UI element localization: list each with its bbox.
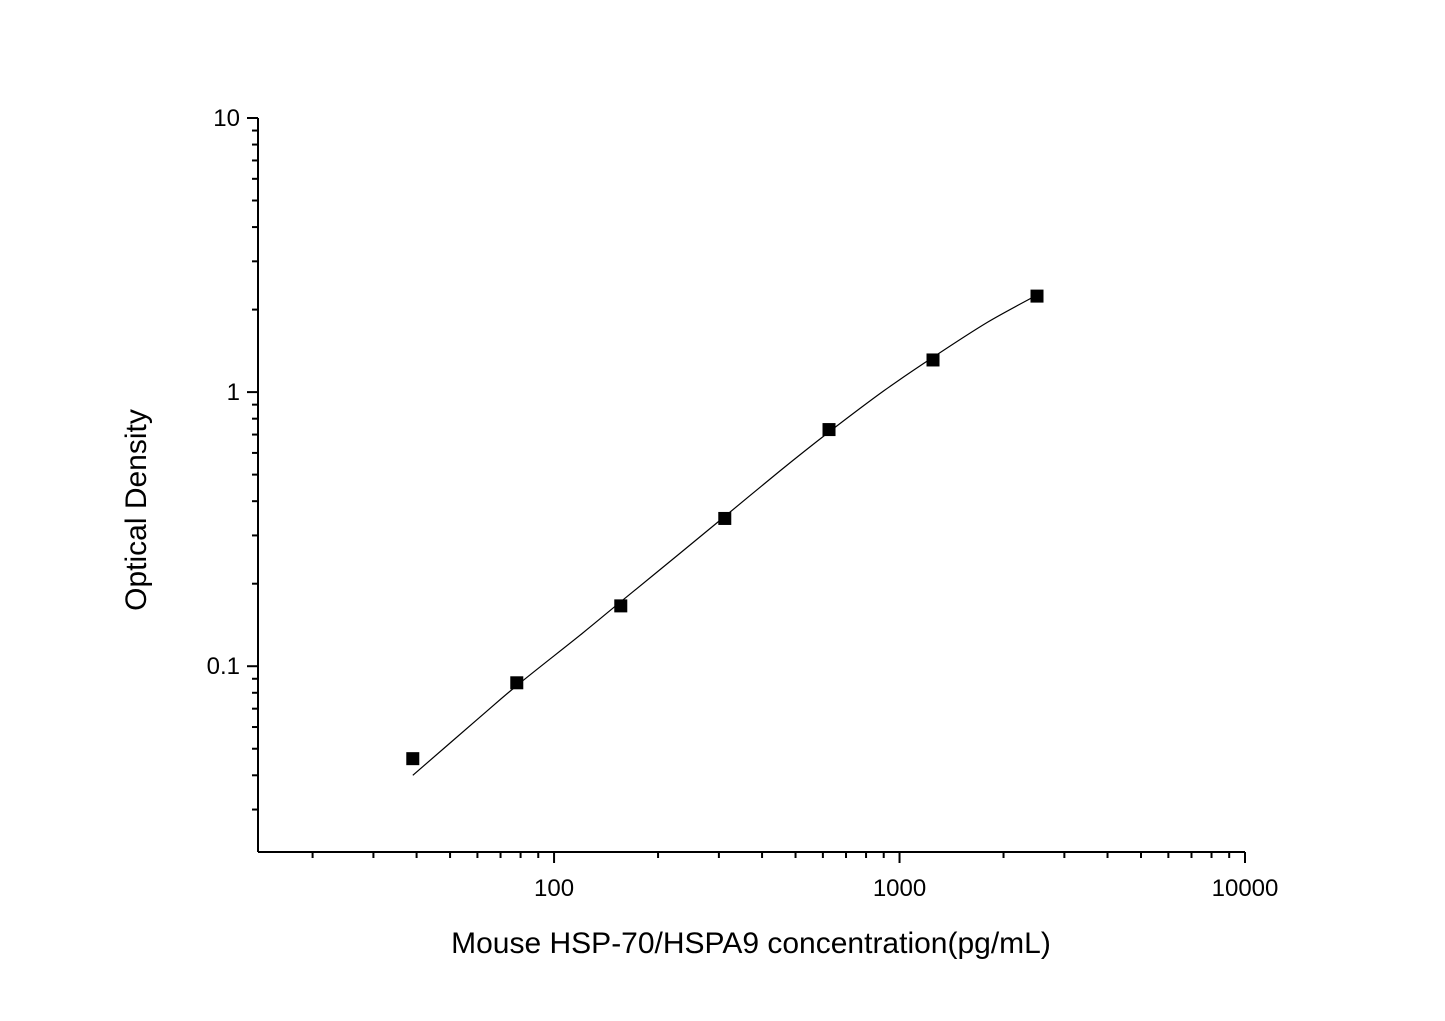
data-point-marker — [718, 511, 732, 525]
x-tick-label: 1000 — [873, 875, 926, 902]
data-point-marker — [510, 676, 524, 690]
tick-labels: 100 1000 10000 0.1 1 10 — [207, 105, 1279, 902]
y-tick-label: 1 — [227, 379, 240, 406]
data-point-marker — [406, 752, 420, 766]
data-point-marker — [1030, 289, 1044, 303]
axes — [257, 118, 1245, 853]
ticks — [247, 117, 1246, 863]
data-points — [406, 289, 1044, 766]
x-axis-title: Mouse HSP-70/HSPA9 concentration(pg/mL) — [451, 927, 1051, 960]
data-point-marker — [822, 423, 836, 437]
x-tick-label: 10000 — [1212, 875, 1279, 902]
y-tick-label: 0.1 — [207, 653, 240, 680]
y-axis-title: Optical Density — [120, 409, 153, 611]
y-tick-label: 10 — [213, 105, 240, 132]
fit-curve-line — [412, 294, 1038, 776]
data-point-marker — [614, 599, 628, 613]
data-point-marker — [926, 353, 940, 367]
x-tick-label: 100 — [534, 875, 574, 902]
